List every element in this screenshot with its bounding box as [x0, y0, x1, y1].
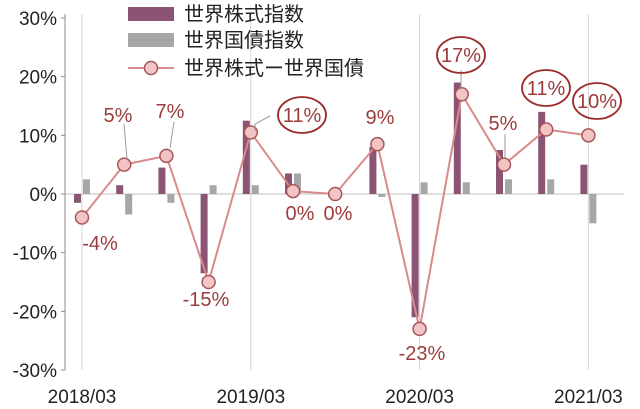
bond-bar: [209, 185, 217, 194]
label-highlight-circle: [277, 96, 327, 134]
data-labels: -4% 5% 7% -15% 11% 0% 0% 9% -23% 17% 5% 11% 10%: [82, 36, 622, 365]
stock-bar: [496, 150, 503, 194]
difference-point: [454, 87, 470, 102]
data-label: 0%: [324, 203, 353, 225]
data-label: 5%: [104, 105, 133, 127]
difference-point: [538, 122, 554, 137]
label-leader: [169, 121, 175, 149]
y-tick-label: -30%: [13, 361, 57, 382]
difference-point: [370, 136, 385, 152]
difference-point: [496, 157, 512, 172]
y-tick-label: 10%: [19, 126, 57, 147]
legend-swatch-bond: [128, 33, 174, 47]
data-label: 9%: [366, 107, 395, 129]
bond-bar: [420, 182, 428, 194]
label-highlight-circle: [436, 36, 486, 74]
y-tick-label: 20%: [19, 68, 57, 89]
legend-label: 世界株式ー世界国債: [184, 57, 364, 80]
data-label: 0%: [286, 203, 315, 225]
data-label: 17%: [441, 45, 481, 67]
x-tick-label: 2021/03: [554, 387, 623, 408]
difference-point: [159, 148, 174, 164]
difference-point: [74, 210, 90, 225]
grid: [81, 14, 589, 370]
difference-point: [412, 321, 427, 337]
legend-label: 世界国債指数: [184, 29, 304, 52]
bond-bar: [251, 185, 259, 194]
axes: -30% -20% -10% 0% 10% 20% 30% 2018/03 2019/03 202…: [13, 9, 624, 408]
data-label: 5%: [489, 113, 518, 135]
legend-swatch-stock: [128, 7, 174, 21]
stock-bar: [411, 194, 419, 318]
legend-swatch-marker: [143, 60, 159, 76]
stock-bar: [453, 82, 461, 194]
stock-bar: [580, 164, 588, 194]
bond-bar: [83, 179, 90, 194]
label-highlight-circle: [572, 82, 622, 120]
y-tick-label: -10%: [13, 244, 57, 265]
x-tick-label: 2020/03: [385, 387, 454, 408]
bond-bar: [547, 179, 555, 194]
legend-label: 世界株式指数: [184, 3, 304, 26]
stock-bar: [369, 147, 377, 194]
y-tick-label: -20%: [13, 302, 57, 323]
data-label: 11%: [527, 78, 566, 100]
data-label: 10%: [577, 91, 617, 113]
data-label: -23%: [399, 343, 446, 365]
label-leader: [254, 115, 271, 131]
y-tick-label: 30%: [19, 9, 57, 30]
x-tick-label: 2019/03: [216, 387, 285, 408]
label-highlight-circle: [521, 69, 571, 107]
bond-bar: [167, 194, 175, 203]
label-leader: [123, 123, 128, 160]
stock-bar: [116, 185, 124, 194]
difference-point: [201, 274, 216, 290]
stock-bar: [242, 120, 250, 194]
x-tick-label: 2018/03: [48, 387, 117, 408]
bond-bar: [294, 173, 301, 194]
stock-bar: [200, 194, 208, 274]
bars: [74, 82, 597, 318]
bond-bar: [125, 194, 133, 215]
data-label: -4%: [82, 233, 118, 255]
data-label: 7%: [156, 101, 185, 123]
stock-bar: [538, 111, 546, 194]
difference-point: [581, 128, 596, 143]
difference-point: [285, 183, 301, 199]
difference-point: [327, 186, 343, 202]
difference-point: [116, 157, 132, 172]
data-label: 11%: [283, 105, 322, 127]
difference-point: [243, 125, 259, 140]
stock-bar: [158, 167, 166, 194]
y-tick-label: 0%: [30, 185, 58, 206]
bond-bar: [378, 194, 386, 197]
bond-bar: [462, 182, 470, 194]
bond-bar: [505, 179, 512, 194]
stock-bar: [74, 194, 81, 203]
bond-bar: [589, 194, 597, 224]
data-label: -15%: [183, 289, 230, 311]
line-series: [74, 87, 596, 337]
